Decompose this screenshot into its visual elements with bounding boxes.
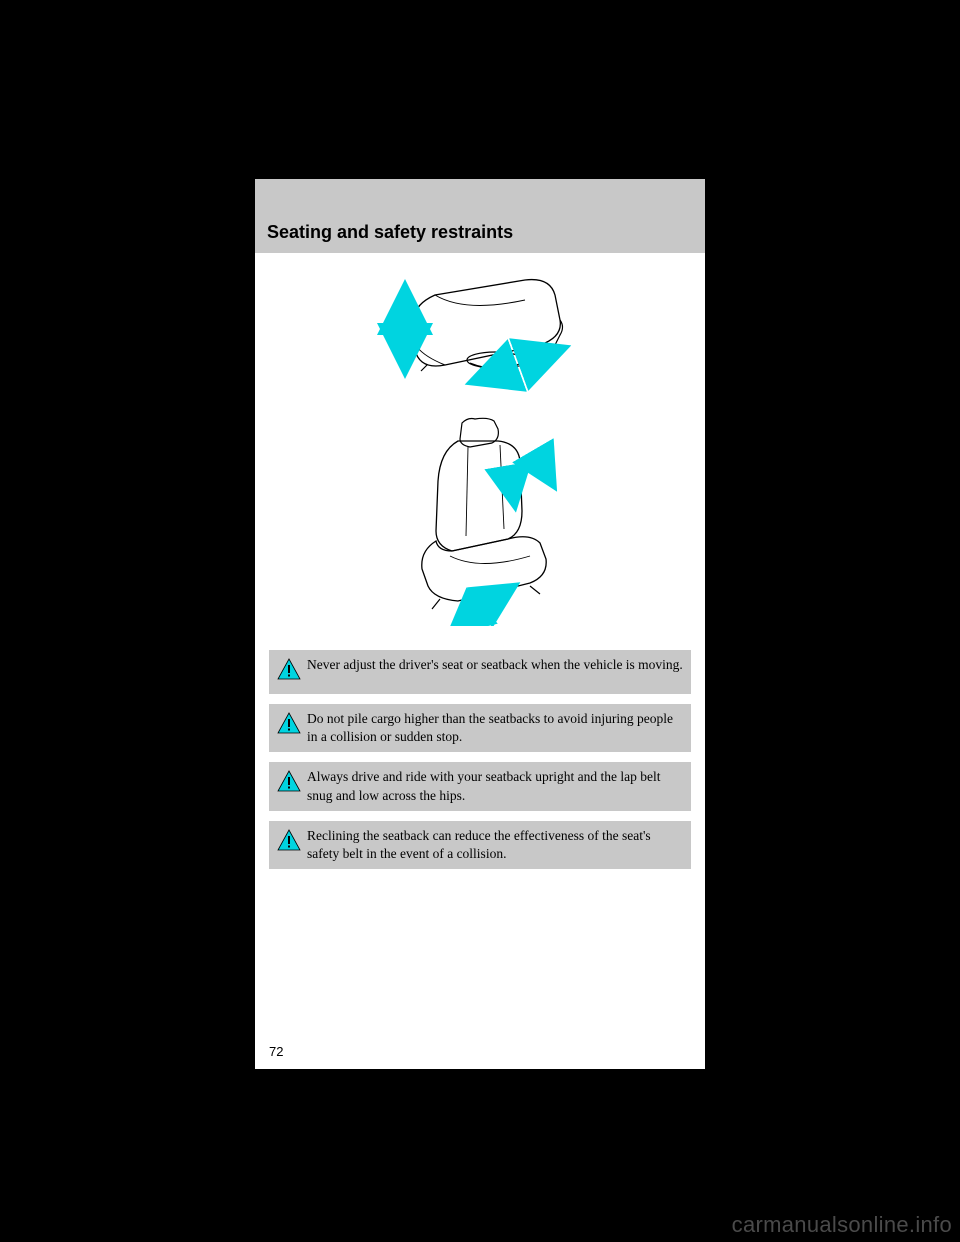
section-header: Seating and safety restraints xyxy=(255,179,705,253)
seat-full-figure xyxy=(380,411,580,626)
warning-text: Always drive and ride with your seatback… xyxy=(307,769,661,802)
warning-box: Always drive and ride with your seatback… xyxy=(269,762,691,810)
warning-icon xyxy=(277,712,301,734)
watermark: carmanualsonline.info xyxy=(732,1212,952,1238)
warning-box: Do not pile cargo higher than the seatba… xyxy=(269,704,691,752)
warning-icon xyxy=(277,658,301,680)
warning-icon xyxy=(277,829,301,851)
warning-box: Never adjust the driver's seat or seatba… xyxy=(269,650,691,694)
warning-text: Do not pile cargo higher than the seatba… xyxy=(307,711,673,744)
warning-box: Reclining the seatback can reduce the ef… xyxy=(269,821,691,869)
seat-cushion-figure xyxy=(375,265,585,405)
warning-icon xyxy=(277,770,301,792)
warning-text: Never adjust the driver's seat or seatba… xyxy=(307,657,683,672)
manual-page: Seating and safety restraints xyxy=(255,179,705,1069)
page-number: 72 xyxy=(269,1044,283,1059)
warning-text: Reclining the seatback can reduce the ef… xyxy=(307,828,651,861)
section-title: Seating and safety restraints xyxy=(267,222,513,243)
figure-area xyxy=(255,253,705,644)
